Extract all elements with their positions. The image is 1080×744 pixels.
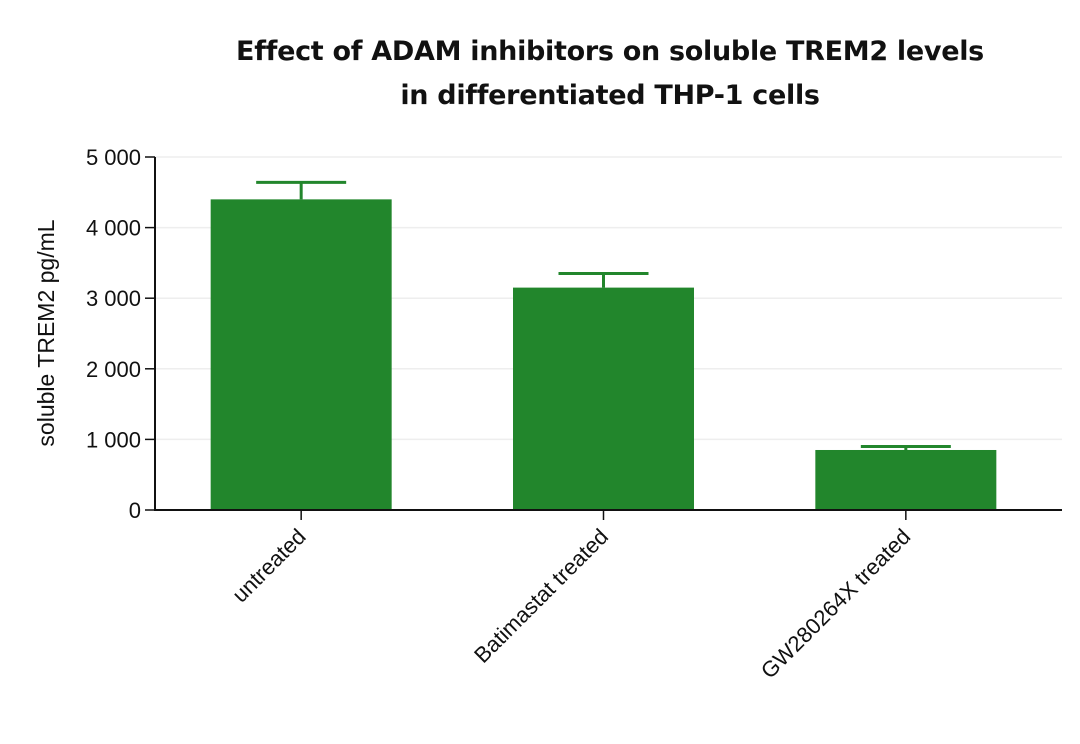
y-tick-label: 4 000	[86, 216, 141, 241]
x-axis-ticks: untreated Batimastat treated GW280264X tre…	[227, 510, 915, 683]
chart-title: Effect of ADAM inhibitors on soluble TRE…	[0, 30, 1080, 118]
y-tick-label: 5 000	[86, 145, 141, 170]
y-tick-label: 3 000	[86, 286, 141, 311]
bar	[210, 199, 392, 511]
y-tick-label: 0	[129, 498, 141, 523]
bar	[815, 449, 997, 510]
y-axis-ticks: 0 1 000 2 000 3 000 4 000 5 000	[86, 145, 155, 523]
chart-title-line-1: Effect of ADAM inhibitors on soluble TRE…	[236, 36, 984, 67]
chart-title-line-2: in differentiated THP-1 cells	[400, 80, 820, 111]
y-tick-label: 2 000	[86, 357, 141, 382]
bar	[513, 287, 694, 510]
x-tick-label: Batimastat treated	[469, 524, 613, 668]
bars	[210, 199, 997, 511]
x-tick-label: GW280264X treated	[756, 524, 916, 684]
x-tick-label: untreated	[227, 524, 310, 607]
y-tick-label: 1 000	[86, 427, 141, 452]
error-bars	[256, 180, 951, 450]
y-axis-title: soluble TREM2 pg/mL	[33, 219, 59, 446]
axes	[154, 157, 1062, 511]
